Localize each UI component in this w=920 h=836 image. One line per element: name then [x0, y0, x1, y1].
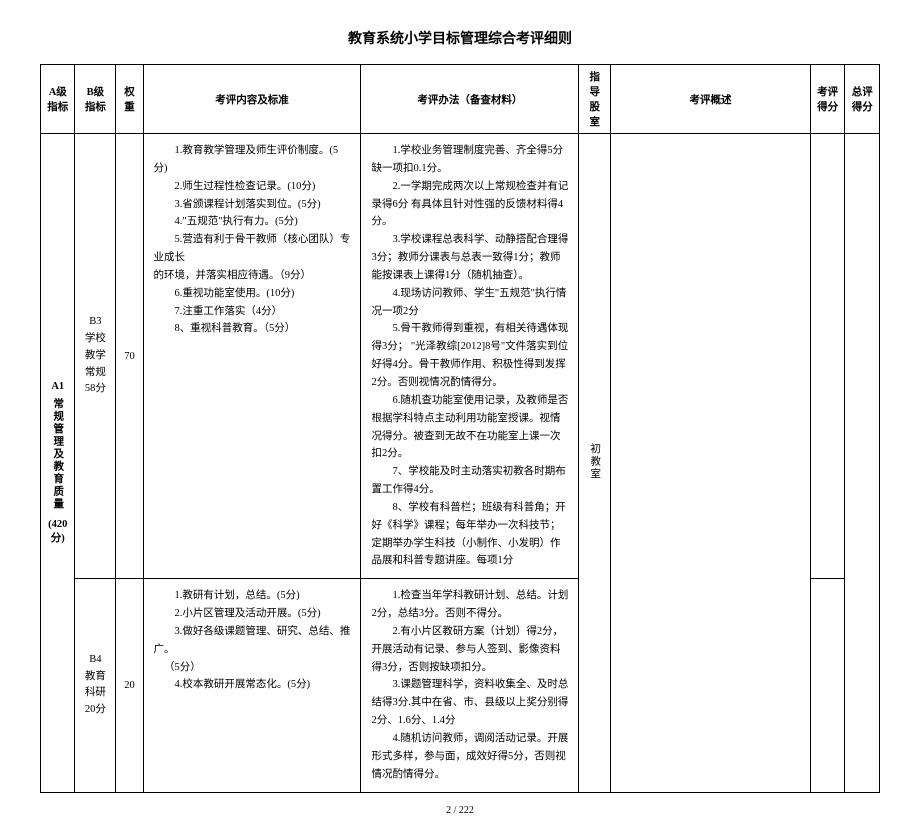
- score-cell: [810, 579, 844, 792]
- weight-cell: 20: [116, 579, 143, 792]
- desc-cell: [611, 134, 811, 793]
- header-a: A级 指标: [41, 65, 75, 134]
- method-cell: 1.检查当年学科教研计划、总结。计划2分，总结3分。否则不得分。 2.有小片区教…: [361, 579, 579, 792]
- table-row: A1 常规管理及教育质量 (420分) B3 学校 教学 常规 58分 70 1…: [41, 134, 880, 579]
- b-level-cell: B3 学校 教学 常规 58分: [75, 134, 116, 579]
- total-cell: [845, 134, 880, 793]
- header-score: 考评 得分: [810, 65, 844, 134]
- header-total: 总评 得分: [845, 65, 880, 134]
- header-content: 考评内容及标准: [143, 65, 361, 134]
- b-level-cell: B4 教育 科研 20分: [75, 579, 116, 792]
- page-title: 教育系统小学目标管理综合考评细则: [40, 28, 880, 48]
- content-cell: 1.教研有计划，总结。(5分) 2.小片区管理及活动开展。(5分) 3.做好各级…: [143, 579, 361, 792]
- weight-cell: 70: [116, 134, 143, 579]
- header-b: B级 指标: [75, 65, 116, 134]
- a-label-name: 常规管理及教育质量: [50, 398, 65, 511]
- score-cell: [810, 134, 844, 579]
- content-cell: 1.教育教学管理及师生评价制度。(5分) 2.师生过程性检查记录。(10分) 3…: [143, 134, 361, 579]
- header-dept: 指导 股室: [579, 65, 611, 134]
- header-method: 考评办法（备查材料）: [361, 65, 579, 134]
- page-footer: 2 / 222: [40, 805, 880, 816]
- evaluation-table: A级 指标 B级 指标 权 重 考评内容及标准 考评办法（备查材料） 指导 股室…: [40, 64, 880, 793]
- method-cell: 1.学校业务管理制度完善、齐全得5分缺一项扣0.1分。 2.一学期完成两次以上常…: [361, 134, 579, 579]
- a-level-cell: A1 常规管理及教育质量 (420分): [41, 134, 75, 793]
- dept-cell: 初教室: [579, 134, 611, 793]
- a-label-score: (420分): [47, 519, 68, 545]
- header-desc: 考评概述: [611, 65, 811, 134]
- header-weight: 权 重: [116, 65, 143, 134]
- a-label-code: A1: [47, 381, 68, 392]
